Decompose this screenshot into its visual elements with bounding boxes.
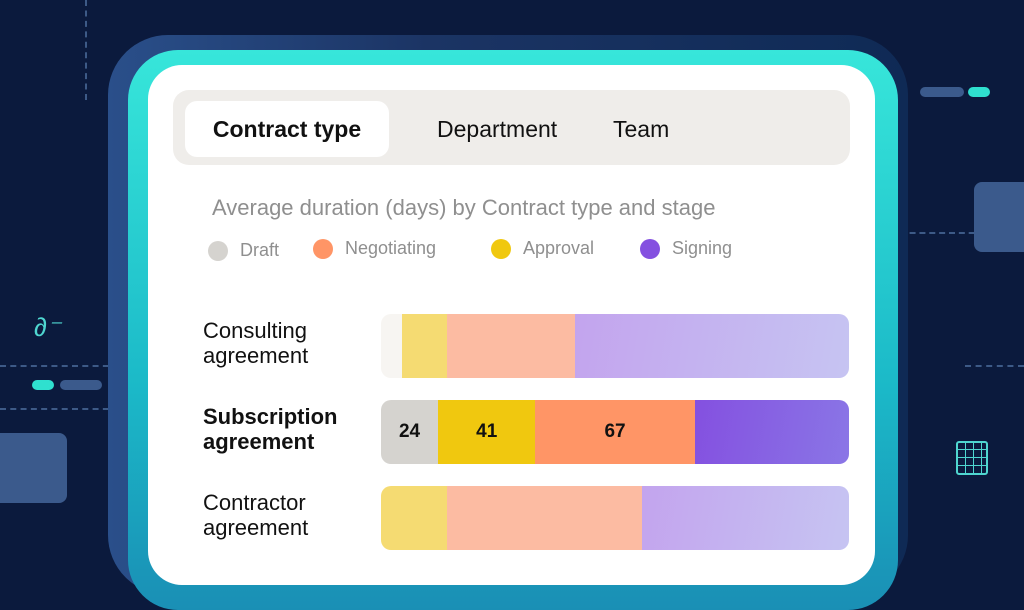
data-label: 24: [398, 421, 421, 442]
bar-segment-signing: [575, 314, 849, 378]
bar-segment-negotiating: [446, 486, 643, 550]
decor-pill: [32, 380, 54, 390]
category-label: Subscription agreement: [203, 404, 338, 454]
bar-segment-negotiating: [446, 314, 576, 378]
bar-segment-approval: [402, 314, 447, 378]
tab-contract-type[interactable]: Contract type: [185, 101, 389, 157]
dashed-line: [880, 232, 1024, 234]
decor-pill: [920, 87, 964, 97]
bar-subscription-agreement[interactable]: 24 41 67: [381, 400, 849, 464]
dashed-line: [0, 365, 150, 367]
draft-swatch: [208, 240, 228, 261]
document-icon: [0, 433, 67, 503]
bar-contractor-agreement[interactable]: [381, 486, 849, 550]
bar-segment-approval: 41: [438, 400, 536, 464]
tab-department[interactable]: Department: [437, 116, 558, 142]
category-label: Contractor agreement: [203, 490, 309, 540]
chart-card: Contract type Department Team Average du…: [148, 65, 875, 585]
dashed-line: [85, 0, 87, 100]
signing-swatch: [640, 238, 660, 259]
decor-pill: [60, 380, 102, 390]
bar-segment-draft: [381, 314, 403, 378]
bar-segment-signing: [694, 400, 849, 464]
legend-label: Negotiating: [345, 238, 437, 258]
dashed-line: [0, 408, 150, 410]
legend-item-draft: Draft: [208, 240, 279, 261]
signature-icon: ∂⁻: [34, 312, 61, 342]
calendar-icon: [956, 441, 988, 475]
chart-title: Average duration (days) by Contract type…: [212, 195, 716, 220]
tab-team[interactable]: Team: [613, 116, 670, 142]
data-label: 67: [604, 421, 626, 442]
legend-label: Draft: [240, 240, 280, 260]
approval-swatch: [491, 238, 511, 259]
bar-segment-approval: [381, 486, 447, 550]
data-label: 41: [476, 421, 498, 442]
legend-label: Approval: [523, 238, 595, 258]
tab-bar: Contract type Department Team: [173, 90, 850, 165]
category-label: Consulting agreement: [203, 318, 309, 368]
bar-segment-negotiating: 67: [535, 400, 695, 464]
legend-label: Signing: [672, 238, 733, 258]
negotiating-swatch: [313, 238, 333, 259]
decor-pill: [968, 87, 990, 97]
bar-segment-signing: [642, 486, 849, 550]
bar-segment-draft: 24: [381, 400, 439, 464]
document-icon: [974, 182, 1024, 252]
legend-item-negotiating: Negotiating: [313, 238, 436, 259]
bar-consulting-agreement[interactable]: [381, 314, 849, 378]
legend-item-approval: Approval: [491, 238, 594, 259]
dashed-line: [965, 365, 1024, 367]
legend-item-signing: Signing: [640, 238, 732, 259]
